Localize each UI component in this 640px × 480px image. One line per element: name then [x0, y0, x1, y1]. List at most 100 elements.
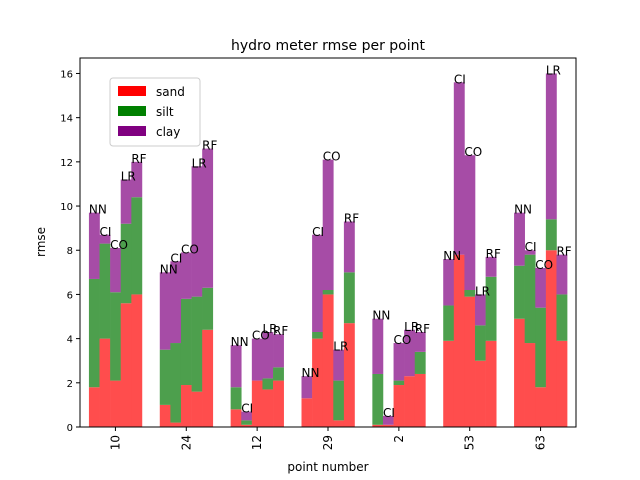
legend: sand silt clay — [109, 77, 201, 147]
bar-clay — [262, 331, 274, 379]
bar-silt — [393, 380, 405, 386]
model-label: CI — [525, 240, 537, 254]
bar-silt — [372, 373, 384, 425]
bar-silt — [464, 290, 476, 297]
bar-sand — [273, 380, 284, 427]
bar-silt — [159, 349, 171, 405]
bar-clay — [191, 166, 203, 297]
bar-clay — [88, 212, 100, 279]
model-label: NN — [514, 203, 532, 217]
bar-sand — [545, 250, 557, 427]
bar-sand — [88, 387, 100, 427]
bar-clay — [404, 329, 416, 377]
bar-sand — [372, 424, 384, 427]
bar-sand — [262, 389, 274, 427]
bar-clay — [524, 250, 536, 255]
model-label: NN — [443, 249, 461, 263]
model-label: NN — [160, 262, 178, 276]
y-axis-title: rmse — [34, 227, 48, 257]
model-label: NN — [231, 335, 249, 349]
bar-clay — [393, 343, 405, 381]
bar-sand — [251, 380, 263, 427]
bar-sand — [485, 340, 497, 427]
bar-clay — [273, 334, 284, 368]
model-label: RF — [486, 247, 501, 261]
legend-label-sand: sand — [156, 85, 185, 99]
bar-clay — [545, 73, 557, 220]
model-label: CO — [323, 150, 341, 164]
bar-clay — [343, 221, 355, 273]
bar-clay — [241, 411, 253, 421]
bar-sand — [393, 385, 405, 427]
model-label: CI — [170, 251, 182, 265]
bar-clay — [251, 338, 263, 381]
x-tick-label: 29 — [321, 435, 335, 450]
bar-silt — [170, 343, 182, 423]
bar-sand — [464, 296, 476, 427]
bar-silt — [241, 420, 253, 425]
bar-silt — [485, 276, 497, 341]
bar-silt — [475, 325, 486, 361]
y-tick-label: 10 — [60, 202, 73, 213]
bar-sand — [120, 303, 132, 427]
bar-sand — [414, 373, 426, 427]
bar-sand — [535, 387, 547, 427]
x-tick-label: 10 — [108, 435, 122, 450]
bar-silt — [414, 351, 426, 374]
bar-silt — [202, 287, 214, 330]
x-tick-label: 12 — [250, 435, 264, 450]
model-label: RF — [131, 152, 146, 166]
model-label: LR — [192, 156, 207, 170]
bar-clay — [312, 234, 323, 332]
bar-silt — [545, 219, 557, 251]
model-label: LR — [262, 322, 277, 336]
bar-sand — [312, 338, 323, 427]
bar-clay — [382, 415, 394, 425]
model-label: CO — [394, 333, 412, 347]
model-label: CI — [241, 402, 253, 416]
bar-silt — [333, 380, 345, 421]
y-tick-label: 8 — [67, 246, 73, 257]
bar-sand — [170, 422, 182, 427]
model-label: NN — [372, 309, 390, 323]
bar-sand — [556, 340, 568, 427]
bar-sand — [443, 340, 455, 427]
model-label: NN — [89, 203, 107, 217]
legend-swatch-sand — [118, 86, 146, 96]
x-tick-label: 24 — [179, 435, 193, 450]
bar-clay — [333, 349, 345, 381]
bar-clay — [159, 272, 171, 350]
bar-sand — [382, 424, 394, 427]
bar-clay — [180, 252, 192, 299]
x-tick-label: 63 — [534, 435, 548, 450]
bar-silt — [230, 387, 242, 410]
bar-clay — [170, 261, 182, 344]
bar-clay — [372, 318, 384, 374]
bar-sand — [333, 420, 345, 427]
bar-silt — [273, 367, 284, 381]
bar-silt — [322, 290, 334, 295]
y-tick-label: 12 — [60, 158, 73, 169]
x-tick-label: 53 — [463, 435, 477, 450]
bar-sand — [404, 376, 416, 427]
model-label: LR — [546, 63, 561, 77]
y-tick-label: 6 — [67, 290, 73, 301]
bar-silt — [312, 331, 323, 339]
model-label: CO — [110, 238, 128, 252]
x-axis: 10 24 12 29 2 53 63 — [108, 427, 548, 450]
bar-sand — [99, 338, 111, 427]
bar-silt — [524, 254, 536, 344]
bar-clay — [120, 179, 132, 224]
bar-sand — [241, 424, 253, 427]
bar-sand — [180, 385, 192, 427]
bar-sand — [301, 398, 313, 427]
bar-sand — [202, 329, 214, 427]
bar-silt — [535, 307, 547, 388]
model-label: LR — [333, 340, 348, 354]
x-axis-title: point number — [287, 460, 368, 474]
legend-label-clay: clay — [156, 125, 180, 139]
bar-silt — [556, 294, 568, 341]
bar-silt — [99, 243, 111, 339]
bar-sand — [230, 409, 242, 427]
